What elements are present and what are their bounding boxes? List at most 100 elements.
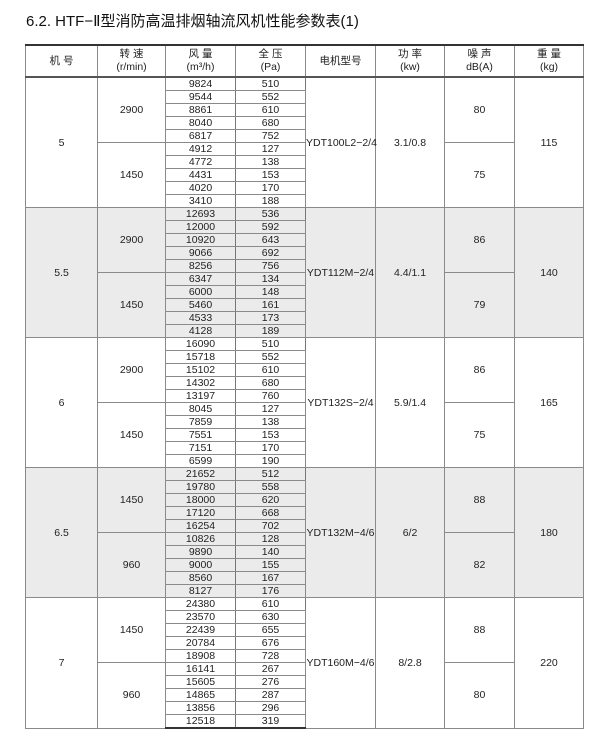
table-row: 8127 176 [26, 584, 584, 598]
noise-cell: 75 [444, 402, 515, 468]
table-row: 7859 138 [26, 415, 584, 429]
weight-cell: 115 [514, 76, 584, 208]
airflow-cell: 4533 [165, 311, 236, 325]
pressure-cell: 140 [235, 545, 306, 559]
header-airflow: 风 量 (m³/h) [165, 44, 236, 78]
speed-cell: 2900 [97, 337, 166, 403]
pressure-cell: 702 [235, 519, 306, 533]
table-row: 1450 6347 134 79 [26, 272, 584, 338]
airflow-cell: 6347 [165, 272, 236, 286]
power-cell: 6/2 [375, 467, 445, 598]
table-row: 8040 680 [26, 116, 584, 130]
airflow-cell: 8560 [165, 571, 236, 585]
speed-cell: 1450 [97, 597, 166, 663]
pressure-cell: 128 [235, 532, 306, 546]
model-cell: 6 [25, 337, 98, 468]
model-cell: 5.5 [25, 207, 98, 338]
table-row: 5460 161 [26, 298, 584, 312]
page-title: 6.2. HTF−Ⅱ型消防高温排烟轴流风机性能参数表(1) [26, 13, 359, 30]
airflow-cell: 9000 [165, 558, 236, 572]
table-row: 4020 170 [26, 181, 584, 195]
pressure-cell: 643 [235, 233, 306, 247]
airflow-cell: 4912 [165, 142, 236, 156]
airflow-cell: 13197 [165, 389, 236, 403]
airflow-cell: 15718 [165, 350, 236, 364]
airflow-cell: 18908 [165, 649, 236, 663]
airflow-cell: 6817 [165, 129, 236, 143]
pressure-cell: 296 [235, 701, 306, 715]
header-label: 电机型号 [319, 54, 362, 67]
table-row: 10920 643 [26, 233, 584, 247]
motor-cell: YDT132M−4/6 [305, 467, 376, 598]
header-label: 功 率 [398, 48, 422, 60]
header-label: 机 号 [49, 54, 74, 67]
pressure-cell: 167 [235, 571, 306, 585]
pressure-cell: 676 [235, 636, 306, 650]
table-row: 17120 668 [26, 506, 584, 520]
noise-cell: 88 [444, 467, 515, 533]
table-row: 6000 148 [26, 285, 584, 299]
pressure-cell: 610 [235, 363, 306, 377]
airflow-cell: 9066 [165, 246, 236, 260]
pressure-cell: 319 [235, 714, 306, 729]
airflow-cell: 12000 [165, 220, 236, 234]
header-model: 机 号 [25, 44, 98, 78]
airflow-cell: 13856 [165, 701, 236, 715]
header-noise: 噪 声 dB(A) [444, 44, 515, 78]
pressure-cell: 620 [235, 493, 306, 507]
pressure-cell: 512 [235, 467, 306, 481]
pressure-cell: 536 [235, 207, 306, 221]
speed-cell: 1450 [97, 402, 166, 468]
pressure-cell: 138 [235, 155, 306, 169]
pressure-cell: 148 [235, 285, 306, 299]
pressure-cell: 127 [235, 402, 306, 416]
table-row: 7 1450 24380 610 YDT160M−4/6 8/2.8 88 220 [25, 597, 584, 729]
airflow-cell: 9890 [165, 545, 236, 559]
pressure-cell: 552 [235, 350, 306, 364]
airflow-cell: 14302 [165, 376, 236, 390]
pressure-cell: 552 [235, 90, 306, 104]
speed-cell: 2900 [97, 76, 166, 143]
airflow-cell: 17120 [165, 506, 236, 520]
weight-cell: 220 [514, 597, 584, 729]
table-row: 8256 756 [26, 259, 584, 273]
header-row: 机 号转 速 (r/min) 风 量 (m³/h) 全 压 (Pa) 电机型号功 率 (kw)… [25, 44, 584, 78]
airflow-cell: 8127 [165, 584, 236, 598]
airflow-cell: 8045 [165, 402, 236, 416]
header-power: 功 率 (kw) [375, 44, 445, 78]
table-row: 960 16141 267 80 [26, 662, 584, 729]
airflow-cell: 6000 [165, 285, 236, 299]
speed-cell: 960 [97, 662, 166, 729]
header-label: 噪 声 [467, 48, 492, 60]
pressure-cell: 155 [235, 558, 306, 572]
airflow-cell: 10920 [165, 233, 236, 247]
speed-cell: 2900 [97, 207, 166, 273]
airflow-cell: 4128 [165, 324, 236, 338]
model-cell: 5 [25, 76, 98, 208]
pressure-cell: 188 [235, 194, 306, 208]
header-unit: (kw) [400, 61, 420, 73]
noise-cell: 88 [444, 597, 515, 663]
airflow-cell: 9544 [165, 90, 236, 104]
header-label: 重 量 [537, 48, 561, 60]
airflow-cell: 14865 [165, 688, 236, 702]
airflow-cell: 16141 [165, 662, 236, 676]
power-cell: 8/2.8 [375, 597, 445, 729]
pressure-cell: 680 [235, 376, 306, 390]
airflow-cell: 16090 [165, 337, 236, 351]
weight-cell: 140 [514, 207, 584, 338]
speed-cell: 1450 [97, 467, 166, 533]
pressure-cell: 267 [235, 662, 306, 676]
table-row: 1450 8045 127 75 [26, 402, 584, 468]
table-row: 1450 4912 127 75 [26, 142, 584, 208]
table-row: 16254 702 [26, 519, 584, 533]
table-row: 960 10826 128 82 [26, 532, 584, 598]
pressure-cell: 170 [235, 181, 306, 195]
header-unit: dB(A) [466, 61, 493, 73]
table-row: 9890 140 [26, 545, 584, 559]
header-unit: (kg) [539, 61, 559, 73]
airflow-cell: 10826 [165, 532, 236, 546]
noise-cell: 79 [444, 272, 515, 338]
pressure-cell: 189 [235, 324, 306, 338]
pressure-cell: 655 [235, 623, 306, 637]
